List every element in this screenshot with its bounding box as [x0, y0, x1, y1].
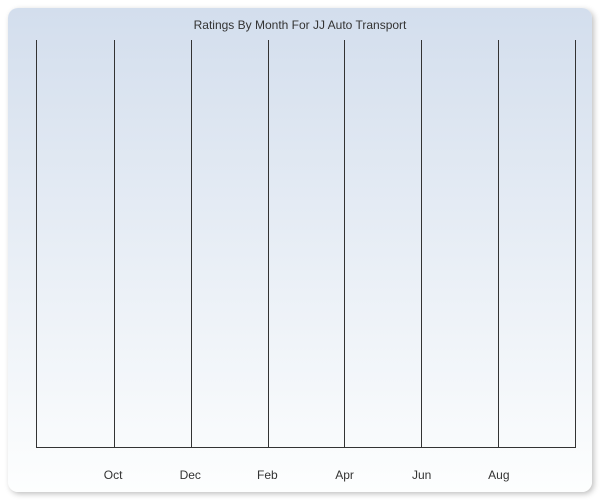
grid-line: [421, 40, 422, 447]
x-tick-label: Apr: [335, 468, 354, 482]
x-tick-label: Dec: [180, 468, 201, 482]
grid-line: [268, 40, 269, 447]
grid-line: [191, 40, 192, 447]
x-tick-label: Jun: [412, 468, 431, 482]
plot-frame: [36, 40, 576, 448]
chart-background: Ratings By Month For JJ Auto Transport O…: [8, 8, 592, 492]
x-tick-label: Oct: [104, 468, 123, 482]
chart-title: Ratings By Month For JJ Auto Transport: [8, 18, 592, 32]
x-tick-label: Aug: [488, 468, 509, 482]
grid-line: [498, 40, 499, 447]
grid-line: [344, 40, 345, 447]
grid-line: [114, 40, 115, 447]
x-tick-label: Feb: [257, 468, 278, 482]
chart-panel: Ratings By Month For JJ Auto Transport O…: [8, 8, 592, 492]
